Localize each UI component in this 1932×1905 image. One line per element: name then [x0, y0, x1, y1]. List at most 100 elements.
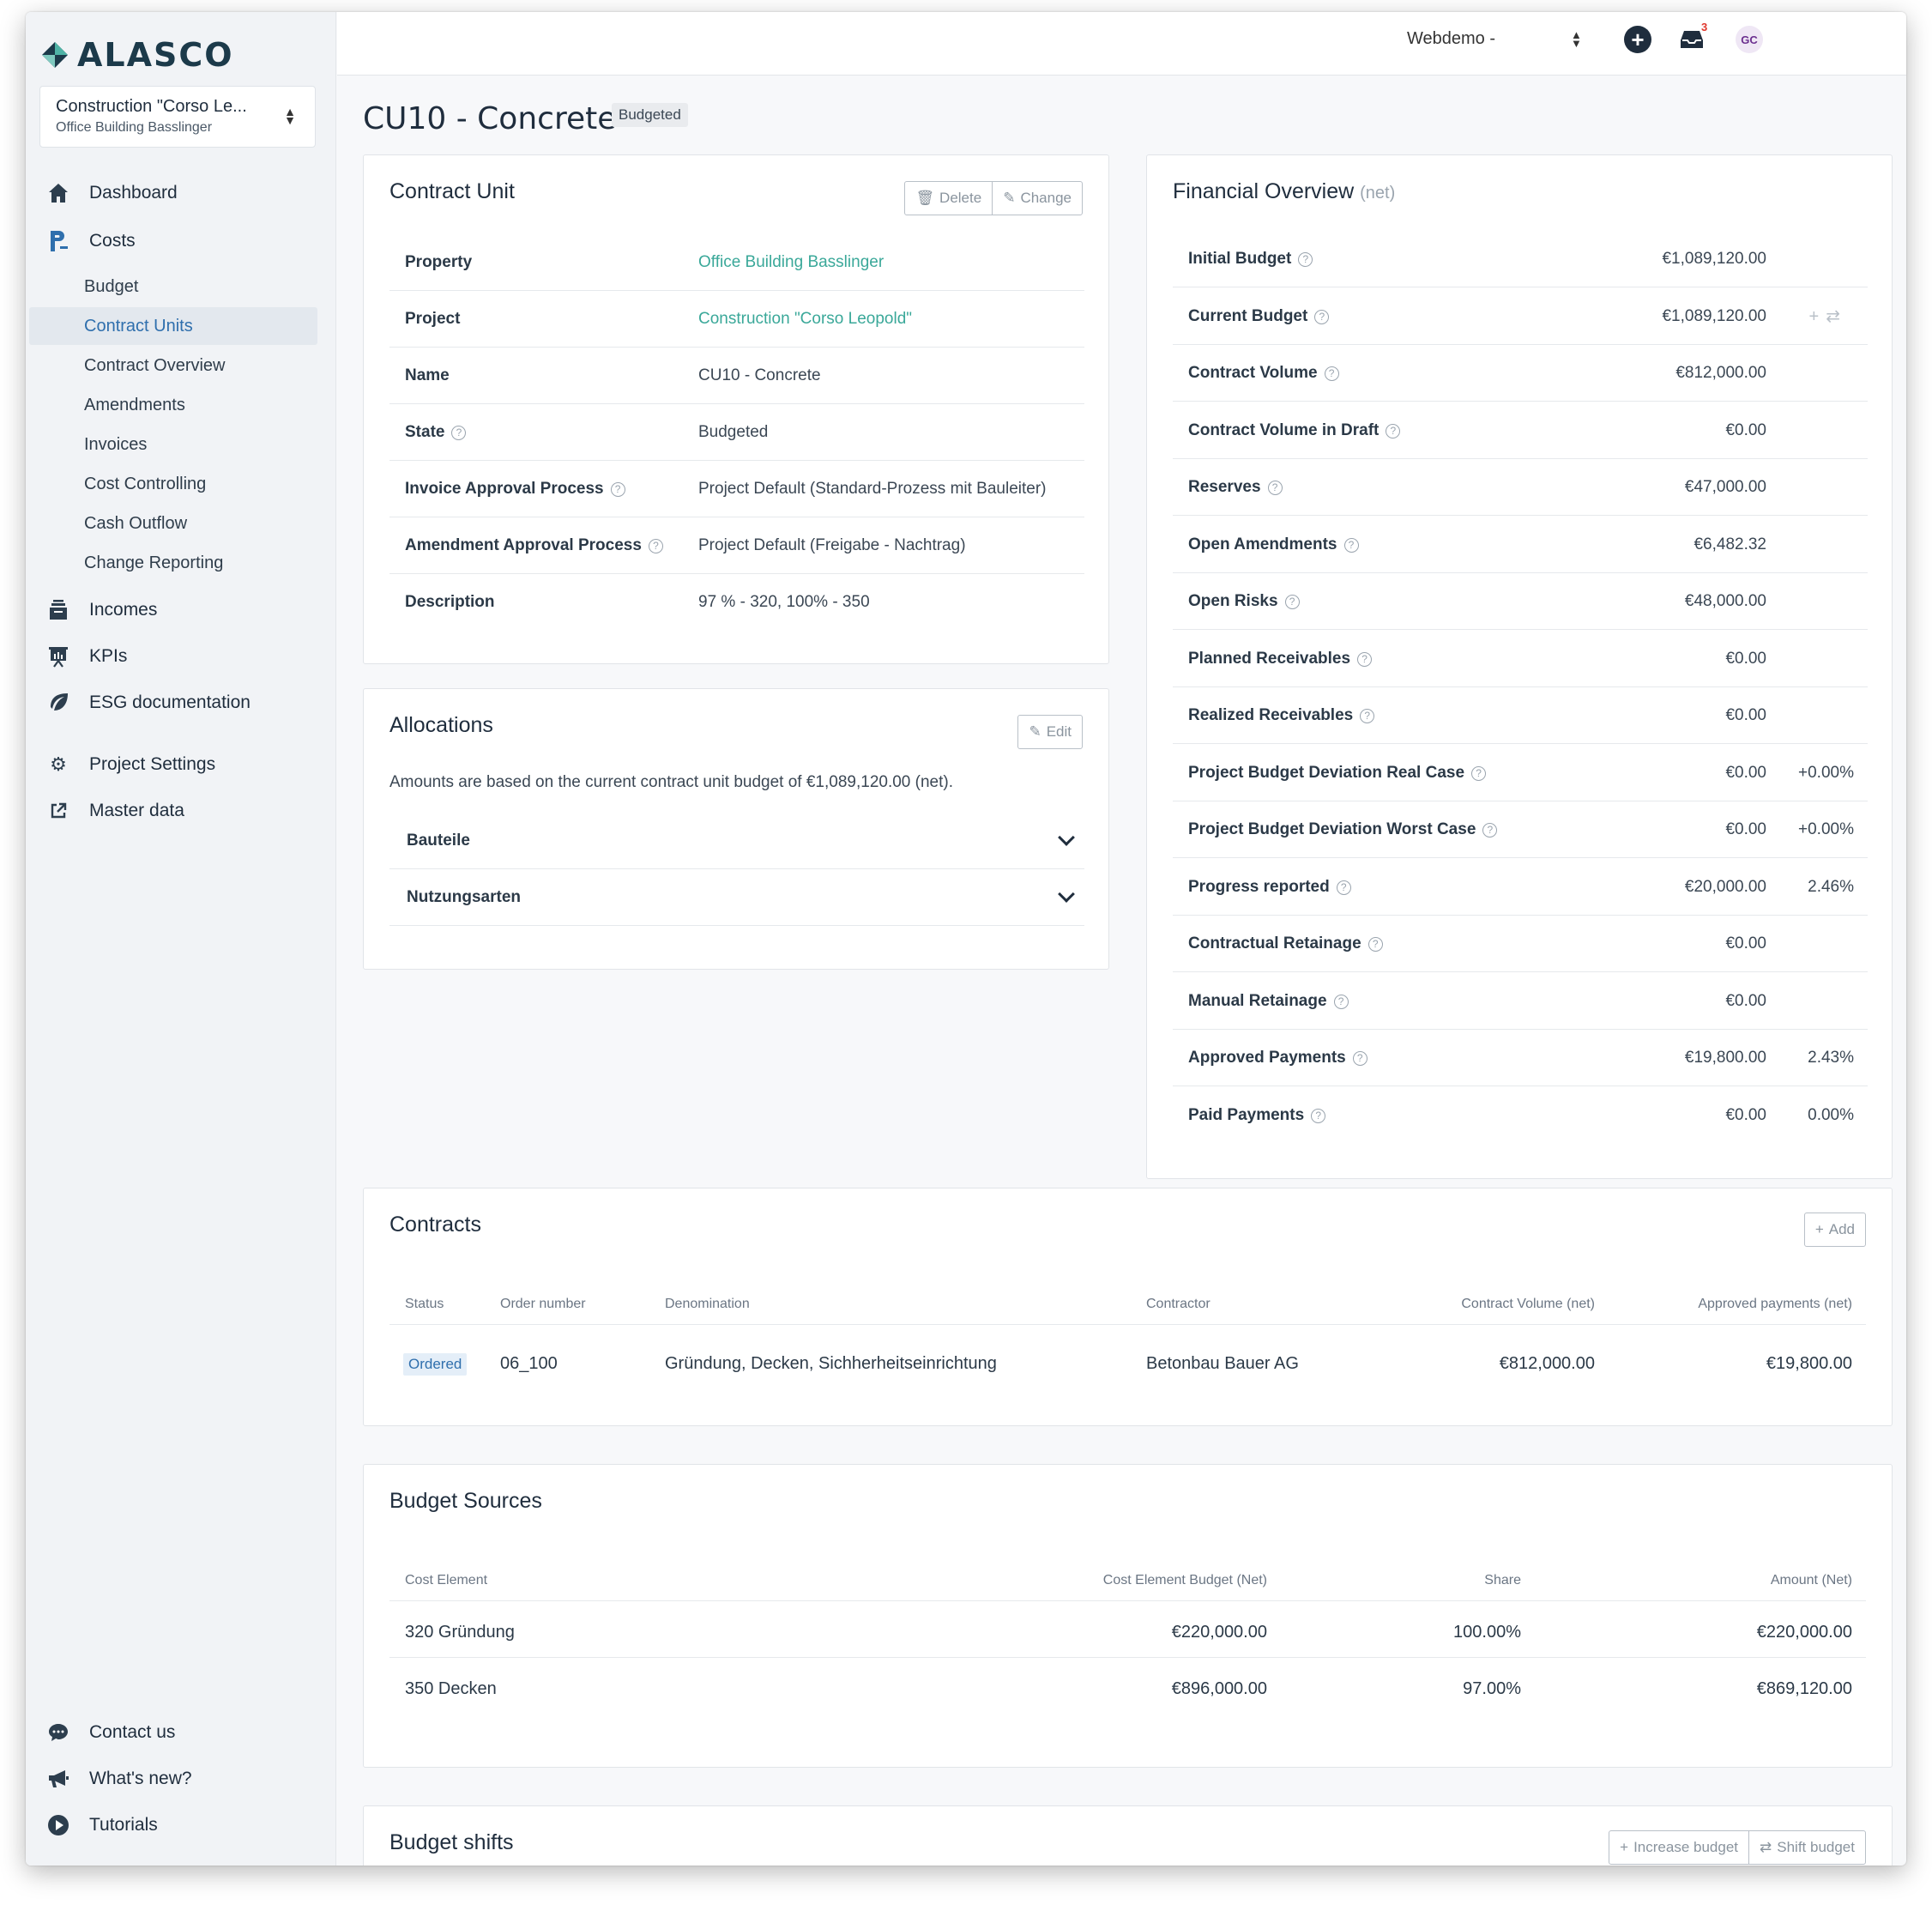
financial-percent: 2.46% [1808, 877, 1854, 896]
sidebar-item-whats-new[interactable]: What's new? [29, 1759, 317, 1799]
help-icon[interactable]: ? [1352, 1051, 1367, 1066]
help-icon[interactable]: ? [648, 538, 663, 553]
help-icon[interactable]: ? [1333, 994, 1349, 1009]
sidebar-item-dashboard[interactable]: Dashboard [29, 173, 317, 213]
sidebar-item-label: Incomes [89, 600, 158, 620]
sidebar-item-label: Contact us [89, 1722, 176, 1742]
card-title: Financial Overview (net) [1173, 179, 1395, 204]
help-icon[interactable]: ? [1311, 1108, 1326, 1123]
sidebar-subitem-contract-units[interactable]: Contract Units [29, 307, 317, 345]
avatar[interactable]: GC [1736, 26, 1763, 53]
shift-budget-button[interactable]: ⇄ Shift budget [1748, 1831, 1865, 1864]
help-icon[interactable]: ? [1367, 937, 1383, 952]
divider [389, 1324, 1866, 1325]
detail-label: Invoice Approval Process? [405, 480, 625, 499]
card-title: Contracts [389, 1213, 481, 1237]
sidebar-subitem-budget[interactable]: Budget [84, 276, 139, 296]
edit-button[interactable]: ✎ Edit [1018, 716, 1082, 748]
financial-row: Initial Budget? €1,089,120.00 [1173, 231, 1868, 287]
sidebar-item-master-data[interactable]: Master data [29, 791, 317, 831]
sidebar-item-contact[interactable]: Contact us [29, 1713, 317, 1752]
tenant-selector[interactable]: Webdemo - [1407, 29, 1496, 48]
project-selector[interactable]: Construction "Corso Le... Office Buildin… [39, 86, 316, 148]
financial-label: Current Budget? [1188, 306, 1330, 326]
accordion-nutzungsarten[interactable]: Nutzungsarten [389, 869, 1084, 926]
sidebar-subitem-cost-controlling[interactable]: Cost Controlling [84, 474, 207, 493]
project-link[interactable]: Construction "Corso Leopold" [698, 309, 913, 328]
swap-icon: ⇄ [1760, 1839, 1772, 1855]
sidebar-item-esg[interactable]: ESG documentation [29, 683, 317, 723]
sidebar-subitem-invoices[interactable]: Invoices [84, 434, 148, 454]
sidebar-item-incomes[interactable]: Incomes [29, 590, 317, 630]
accordion-label: Nutzungsarten [407, 888, 521, 906]
financial-row: Approved Payments? €19,800.00 2.43% [1173, 1030, 1868, 1086]
order-number: 06_100 [500, 1354, 558, 1373]
help-icon[interactable]: ? [1284, 595, 1300, 609]
pencil-icon: ✎ [1003, 190, 1016, 206]
help-icon[interactable]: ? [1336, 880, 1351, 895]
help-icon[interactable]: ? [610, 481, 625, 497]
help-icon[interactable]: ? [1360, 709, 1375, 723]
help-icon[interactable]: ? [1298, 252, 1313, 267]
sidebar-item-tutorials[interactable]: Tutorials [29, 1805, 317, 1845]
sidebar-item-label: Project Settings [89, 754, 216, 774]
financial-label-text: Project Budget Deviation Real Case [1188, 763, 1465, 782]
help-icon[interactable]: ? [1324, 366, 1339, 381]
accordion-bauteile[interactable]: Bauteile [389, 813, 1084, 869]
denomination: Gründung, Decken, Sichherheitseinrichtun… [665, 1354, 997, 1373]
home-icon [46, 181, 70, 205]
financial-label: Open Risks? [1188, 592, 1300, 611]
sidebar-subitem-change-reporting[interactable]: Change Reporting [84, 553, 224, 572]
project-selector-subtitle: Office Building Basslinger [56, 120, 213, 135]
inbox-icon[interactable] [1678, 26, 1706, 53]
edit-label: Edit [1046, 723, 1072, 740]
column-header: Denomination [665, 1297, 750, 1311]
financial-label-text: Current Budget [1188, 306, 1308, 325]
detail-row-amendment-approval: Amendment Approval Process? Project Defa… [389, 517, 1084, 574]
help-icon[interactable]: ? [1357, 651, 1373, 667]
sidebar-item-project-settings[interactable]: ⚙ Project Settings [29, 745, 317, 784]
detail-label: Property [405, 252, 473, 271]
divider [389, 1600, 1866, 1601]
financial-row: Contractual Retainage? €0.00 [1173, 916, 1868, 972]
sidebar-item-kpis[interactable]: KPIs [29, 637, 317, 676]
financial-row: Open Risks? €48,000.00 [1173, 573, 1868, 630]
financial-row: Manual Retainage? €0.00 [1173, 973, 1868, 1030]
help-icon[interactable]: ? [451, 425, 467, 440]
external-link-icon [46, 799, 70, 823]
delete-button[interactable]: 🗑 Delete [905, 182, 992, 215]
financial-label-text: Project Budget Deviation Worst Case [1188, 820, 1476, 838]
swap-icon[interactable]: ⇄ [1826, 306, 1847, 326]
change-button[interactable]: ✎ Change [992, 182, 1082, 215]
detail-label-text: Invoice Approval Process [405, 479, 604, 498]
financial-percent: +0.00% [1798, 820, 1854, 838]
sidebar-subitem-contract-overview[interactable]: Contract Overview [84, 355, 226, 375]
add-circle-icon[interactable]: + [1624, 26, 1651, 53]
share: 97.00% [1463, 1679, 1521, 1698]
megaphone-icon [46, 1767, 70, 1791]
help-icon[interactable]: ? [1471, 765, 1487, 781]
property-link[interactable]: Office Building Basslinger [698, 252, 884, 271]
plus-icon[interactable]: + [1808, 306, 1826, 326]
help-icon[interactable]: ? [1482, 823, 1498, 838]
detail-row-property: Property Office Building Basslinger [389, 234, 1084, 291]
financial-label-text: Planned Receivables [1188, 649, 1351, 668]
help-icon[interactable]: ? [1314, 309, 1330, 324]
help-icon[interactable]: ? [1267, 481, 1283, 495]
help-icon[interactable]: ? [1386, 423, 1401, 438]
help-icon[interactable]: ? [1343, 537, 1359, 553]
pencil-icon: ✎ [1029, 723, 1041, 740]
column-header: Cost Element Budget (Net) [1102, 1573, 1267, 1588]
financial-amount: €0.00 [1725, 763, 1766, 782]
sidebar-subitem-cash-outflow[interactable]: Cash Outflow [84, 513, 188, 533]
contract-volume: €812,000.00 [1499, 1354, 1595, 1373]
add-contract-button[interactable]: + Add [1805, 1213, 1865, 1246]
financial-amount: €1,089,120.00 [1662, 250, 1766, 268]
column-header: Cost Element [405, 1573, 488, 1588]
logo[interactable]: ALASCO [39, 33, 234, 77]
sidebar-subitem-amendments[interactable]: Amendments [84, 395, 185, 414]
amount: €220,000.00 [1756, 1623, 1852, 1642]
detail-value: Project Default (Standard-Prozess mit Ba… [698, 479, 1047, 498]
increase-budget-button[interactable]: + Increase budget [1609, 1831, 1748, 1864]
sidebar-item-costs[interactable]: Costs [29, 221, 317, 261]
